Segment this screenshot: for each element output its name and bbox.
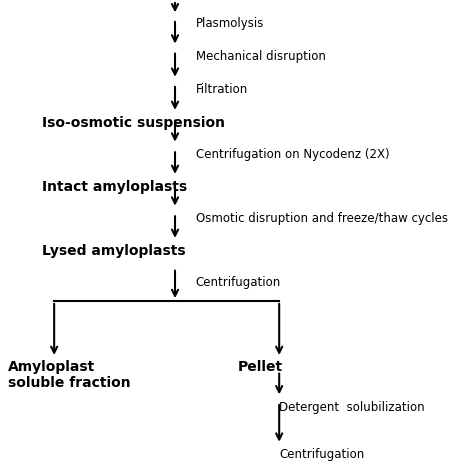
Text: Pellet: Pellet bbox=[237, 360, 283, 374]
Text: Centrifugation on Nycodenz (2X): Centrifugation on Nycodenz (2X) bbox=[196, 148, 390, 161]
Text: Intact amyloplasts: Intact amyloplasts bbox=[42, 180, 187, 194]
Text: Centrifugation: Centrifugation bbox=[196, 276, 281, 289]
Text: Amyloplast
soluble fraction: Amyloplast soluble fraction bbox=[9, 360, 131, 391]
Text: Mechanical disruption: Mechanical disruption bbox=[196, 50, 326, 63]
Text: Iso-osmotic suspension: Iso-osmotic suspension bbox=[42, 116, 225, 130]
Text: Filtration: Filtration bbox=[196, 83, 248, 96]
Text: Osmotic disruption and freeze/thaw cycles: Osmotic disruption and freeze/thaw cycle… bbox=[196, 212, 448, 225]
Text: Lysed amyloplasts: Lysed amyloplasts bbox=[42, 244, 185, 258]
Text: Plasmolysis: Plasmolysis bbox=[196, 17, 264, 29]
Text: Detergent  solubilization: Detergent solubilization bbox=[279, 401, 425, 413]
Text: Centrifugation: Centrifugation bbox=[279, 448, 365, 461]
